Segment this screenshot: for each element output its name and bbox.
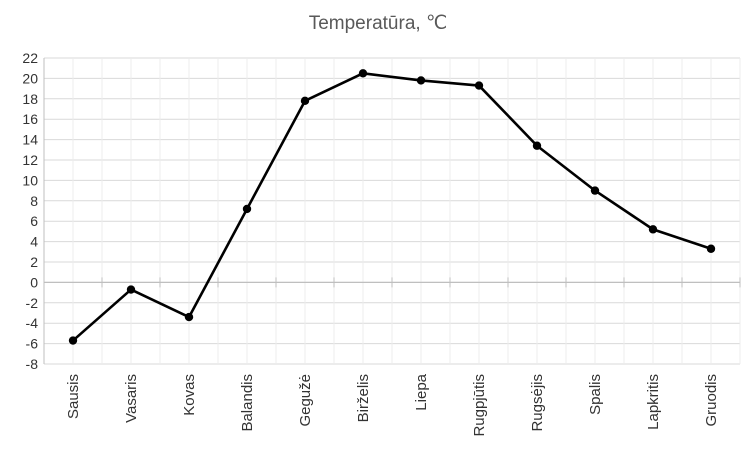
y-tick-label: 6 — [30, 213, 38, 229]
y-tick-label: 18 — [22, 91, 38, 107]
y-tick-label: 20 — [22, 70, 38, 86]
data-point — [68, 336, 78, 345]
data-point — [126, 285, 136, 294]
y-tick-label: 0 — [30, 274, 38, 290]
data-point — [184, 312, 194, 322]
x-tick-label: Liepa — [413, 373, 430, 410]
y-tick-labels: -8 -6 -4 -2 0 2 4 6 8 10 12 14 16 18 20 22 — [22, 50, 38, 372]
x-tick-label: Sausis — [65, 374, 82, 419]
data-point — [416, 76, 426, 85]
data-point — [590, 186, 600, 195]
data-point — [242, 204, 252, 214]
x-tick-label: Kovas — [181, 374, 198, 416]
y-tick-label: -2 — [26, 295, 39, 311]
y-tick-label: 2 — [30, 254, 38, 270]
y-tick-label: 8 — [30, 193, 38, 209]
data-point — [532, 141, 542, 150]
y-tick-label: -4 — [26, 315, 39, 331]
x-tick-label: Gruodis — [703, 374, 720, 427]
x-tick-labels: Sausis Vasaris Kovas Balandis Gegužė Birželis… — [65, 373, 720, 436]
y-tick-label: 4 — [30, 234, 38, 250]
x-tick-label: Rugsėjis — [529, 374, 546, 432]
data-point — [474, 81, 484, 90]
x-tick-label: Gegužė — [297, 374, 314, 427]
y-tick-label: 10 — [22, 172, 38, 188]
x-tick-label: Rugpjūtis — [471, 374, 488, 437]
data-point — [706, 244, 716, 253]
y-tick-label: -8 — [26, 356, 39, 372]
data-point — [300, 96, 310, 106]
y-tick-label: 22 — [22, 50, 38, 66]
x-tick-label: Birželis — [355, 374, 372, 422]
y-tick-label: 12 — [22, 152, 38, 168]
data-point — [648, 225, 658, 234]
series-line — [72, 72, 712, 342]
series — [68, 69, 716, 345]
axes — [43, 58, 741, 364]
x-tick-label: Lapkritis — [645, 374, 662, 430]
y-tick-label: 14 — [22, 132, 38, 148]
gridlines — [43, 57, 741, 365]
x-tick-label: Balandis — [239, 374, 256, 432]
y-tick-label: -6 — [26, 336, 39, 352]
data-point — [358, 69, 368, 78]
x-tick-label: Spalis — [587, 374, 604, 415]
y-tick-label: 16 — [22, 111, 38, 127]
chart-title: Temperatūra, ℃ — [308, 13, 448, 34]
x-tick-label: Vasaris — [123, 374, 140, 423]
